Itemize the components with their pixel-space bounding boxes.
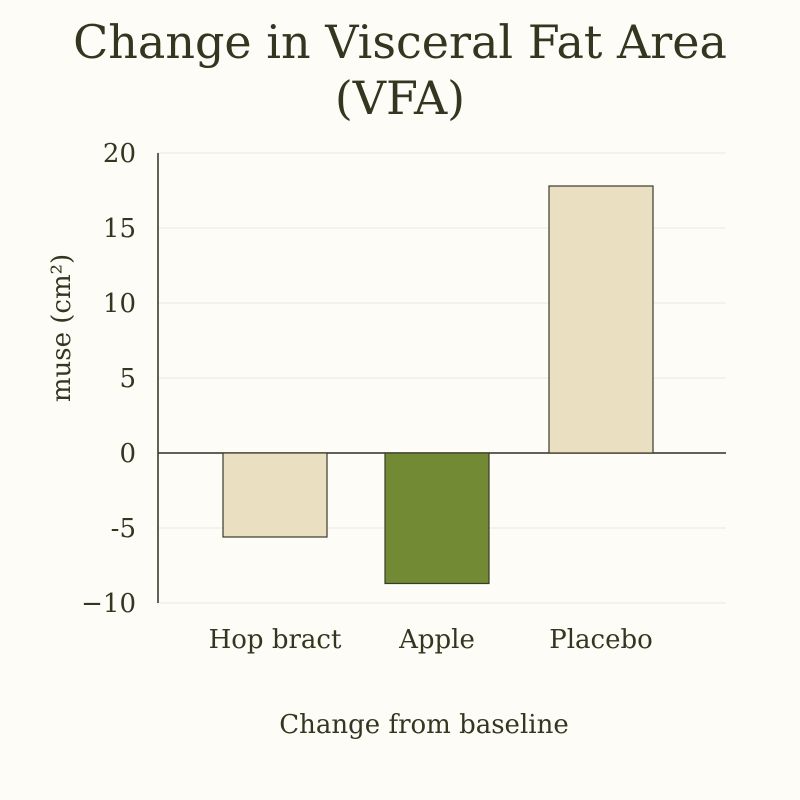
bar-apple [384,452,490,585]
bar-placebo [548,185,654,454]
y-tick-label: 20 [103,139,136,169]
y-tick-labels: 20 15 10 5 0 -5 −10 [81,139,136,619]
category-label: Apple [398,625,475,655]
category-label: Hop bract [209,625,342,655]
y-axis-title: muse (cm²) [47,254,77,402]
chart-title-line-2: (VFA) [334,71,466,125]
y-tick-label: 5 [119,364,136,394]
chart-title-line-1: Change in Visceral Fat Area [73,15,727,69]
y-tick-label: -5 [111,514,136,544]
x-axis-title: Change from baseline [279,710,568,740]
bar-hop-bract [222,452,328,538]
chart-title: Change in Visceral Fat Area (VFA) [0,14,800,126]
bars [222,185,654,585]
category-labels: Hop bract Apple Placebo [209,625,653,655]
y-tick-label: −10 [81,589,136,619]
y-tick-label: 10 [103,289,136,319]
y-tick-label: 0 [119,439,136,469]
y-tick-label: 15 [103,214,136,244]
category-label: Placebo [549,625,653,655]
